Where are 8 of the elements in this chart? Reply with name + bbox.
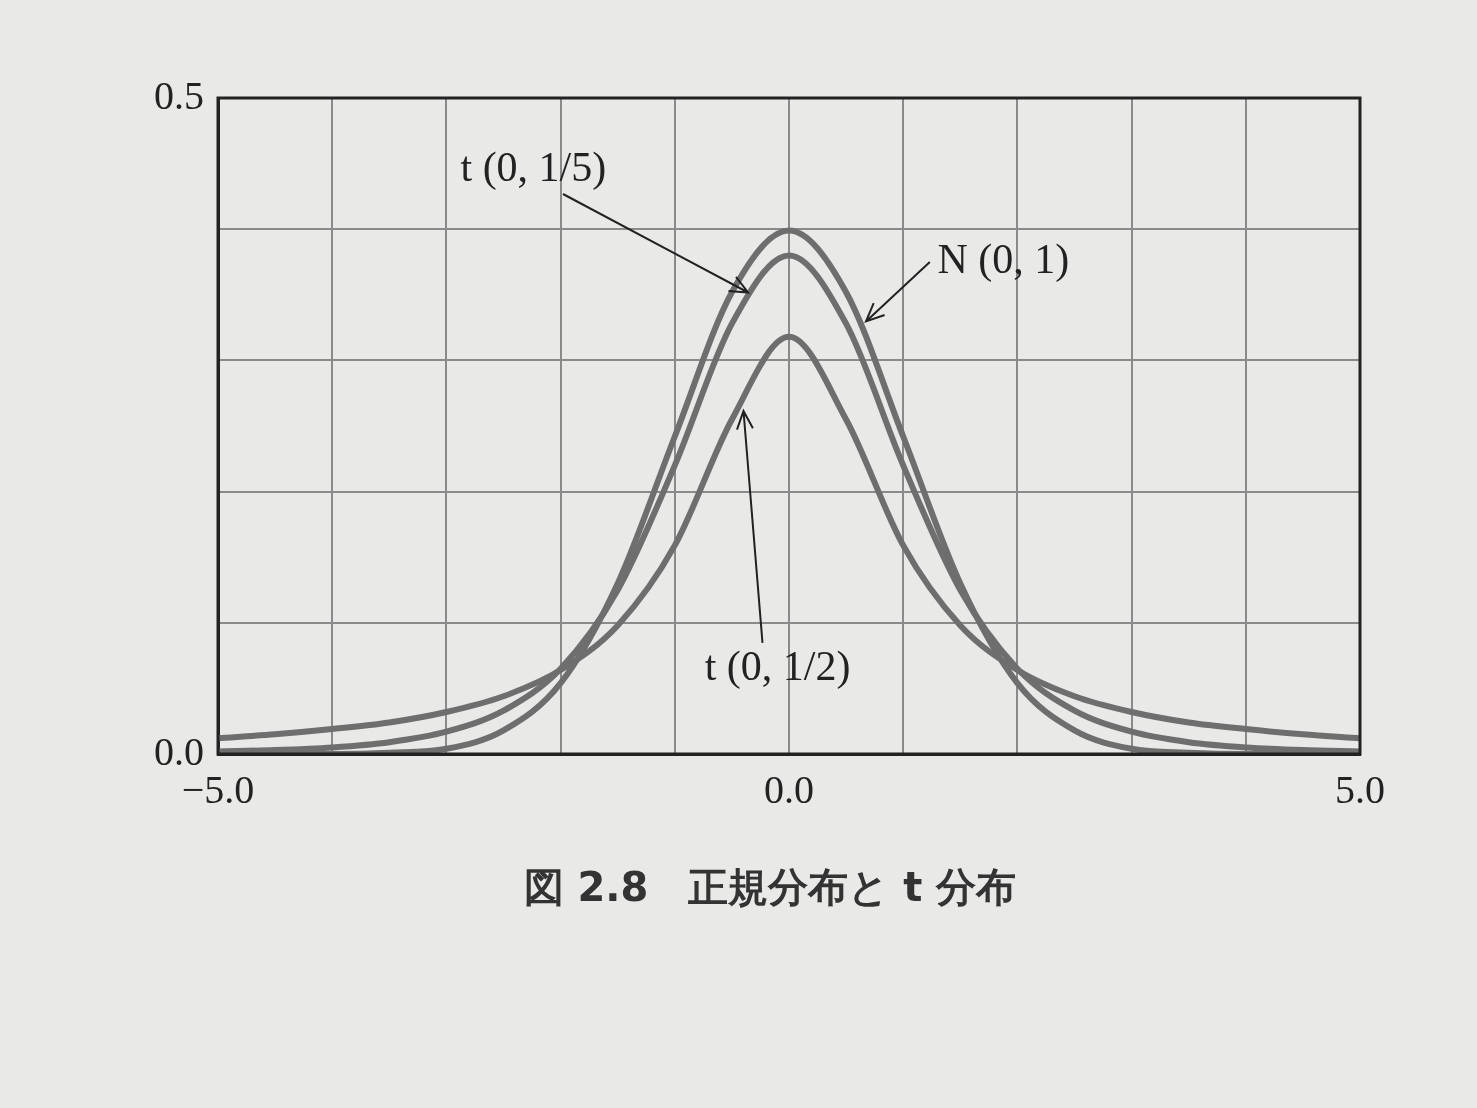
text: N (0, 1) <box>937 236 1070 284</box>
x-tick-label: 0.0 <box>764 766 814 812</box>
series-label: t (0, 1/2) <box>704 642 851 690</box>
x-tick-label: 5.0 <box>1335 766 1385 812</box>
x-tick-label: −5.0 <box>181 766 255 812</box>
y-tick-label: 0.5 <box>154 72 204 118</box>
text: 図 2.8 正規分布と t 分布 <box>522 863 1018 912</box>
text: t (0, 1/5) <box>460 144 607 192</box>
